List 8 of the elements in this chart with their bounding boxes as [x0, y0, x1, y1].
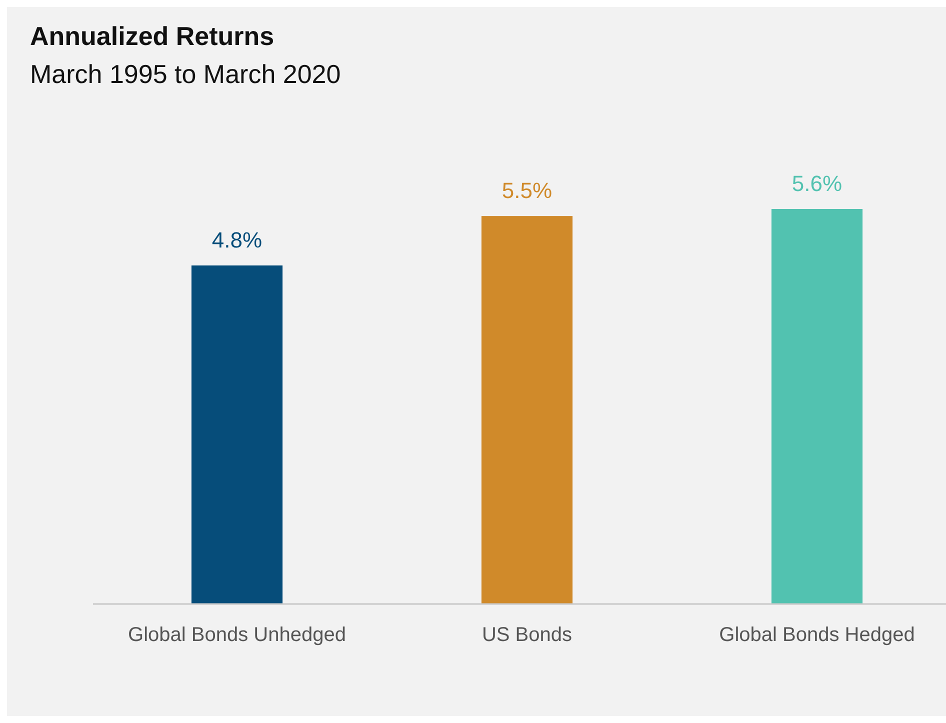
x-tick-label: Global Bonds Hedged — [719, 624, 915, 646]
chart-subtitle: March 1995 to March 2020 — [30, 59, 341, 89]
chart-title: Annualized Returns — [30, 21, 274, 51]
data-label: 5.5% — [502, 178, 552, 204]
x-tick-label: Global Bonds Unhedged — [128, 624, 346, 646]
x-tick-label: US Bonds — [482, 624, 572, 646]
data-label: 4.8% — [212, 227, 262, 252]
data-label: 5.6% — [792, 171, 842, 196]
